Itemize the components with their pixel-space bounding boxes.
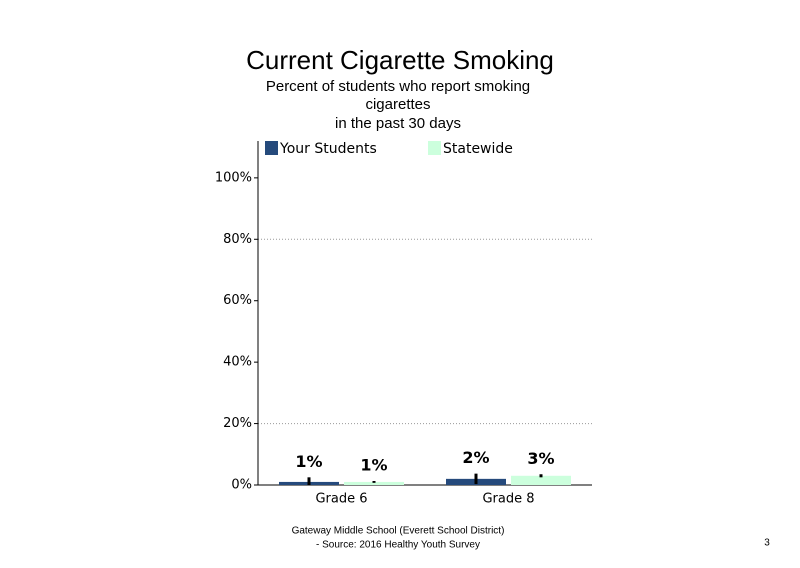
chart-title: Current Cigarette Smoking	[246, 45, 554, 75]
chart-subtitle: in the past 30 days	[335, 115, 461, 132]
x-tick-label: Grade 8	[482, 492, 534, 507]
page-number: 3	[764, 538, 770, 549]
y-tick-label: 40%	[223, 355, 252, 370]
y-tick-label: 100%	[215, 170, 252, 185]
chart-subtitle: cigarettes	[365, 96, 430, 113]
y-tick-label: 80%	[223, 232, 252, 247]
legend-swatch	[265, 141, 278, 155]
value-label: 1%	[360, 456, 387, 475]
chart-subtitle: Percent of students who report smoking	[266, 78, 530, 95]
y-tick-label: 20%	[223, 416, 252, 431]
value-label: 3%	[527, 449, 554, 468]
footer: Gateway Middle School (Everett School Di…	[292, 526, 505, 537]
value-label: 1%	[295, 452, 322, 471]
legend-label: Your Students	[279, 141, 377, 157]
value-label: 2%	[462, 448, 489, 467]
footer: - Source: 2016 Healthy Youth Survey	[316, 540, 480, 551]
legend-swatch	[428, 141, 441, 155]
y-tick-label: 0%	[231, 478, 252, 493]
x-tick-label: Grade 6	[315, 492, 367, 507]
bar	[511, 475, 571, 485]
bar	[344, 481, 404, 485]
legend-label: Statewide	[443, 141, 513, 157]
y-tick-label: 60%	[223, 293, 252, 308]
